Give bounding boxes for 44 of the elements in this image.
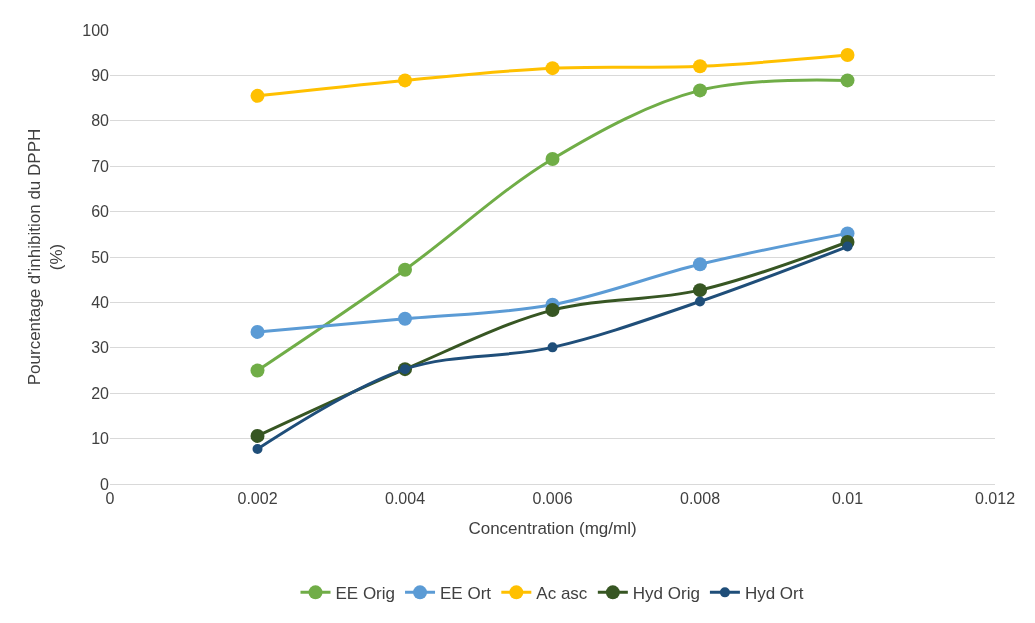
- point: [840, 47, 855, 62]
- y-tick-label: 60: [91, 203, 110, 221]
- y-tick-label: 40: [91, 294, 110, 311]
- point: [693, 59, 707, 74]
- x-tick-label: 0.002: [237, 490, 278, 508]
- y-tick-label: 50: [91, 248, 110, 266]
- point: [250, 324, 265, 339]
- y-tick-label: 70: [91, 157, 110, 175]
- y-tick-label: 30: [91, 339, 110, 357]
- point: [250, 428, 265, 443]
- x-tick-label: 0.01: [831, 490, 864, 508]
- y-tick-label: 0: [100, 475, 110, 493]
- point: [695, 296, 705, 307]
- point: [250, 88, 265, 103]
- point: [547, 342, 558, 353]
- x-tick-label: 0.012: [974, 490, 1016, 508]
- point: [545, 151, 560, 166]
- point: [252, 444, 263, 455]
- legend-label: Hyd Orig: [632, 583, 700, 603]
- y-tick-label: 80: [91, 112, 110, 130]
- y-tick-label: 10: [91, 430, 110, 448]
- y-tick-label: 90: [91, 67, 110, 84]
- legend-label: EE Orig: [335, 583, 396, 603]
- legend-label: EE Ort: [440, 583, 492, 603]
- point: [398, 262, 412, 277]
- point: [250, 363, 265, 378]
- point: [842, 241, 853, 252]
- point: [693, 283, 707, 298]
- point: [545, 303, 560, 318]
- point: [840, 73, 855, 88]
- x-tick-label: 0.006: [532, 490, 573, 508]
- point: [693, 257, 707, 272]
- point: [693, 83, 707, 98]
- x-tick-label: 0.008: [679, 490, 721, 508]
- legend-label: Hyd Ort: [744, 583, 804, 603]
- legend-label: Ac asc: [536, 583, 588, 603]
- point: [545, 61, 560, 76]
- x-tick-label: 0.004: [384, 490, 426, 508]
- x-axis-title: Concentration (mg/ml): [468, 518, 637, 538]
- y-tick-label: 20: [91, 384, 110, 402]
- y-tick-label: 100: [82, 21, 110, 39]
- y-axis-title: Pourcentage d'inhibition du DPPH (%): [24, 128, 66, 386]
- point: [398, 311, 412, 326]
- point: [398, 73, 412, 88]
